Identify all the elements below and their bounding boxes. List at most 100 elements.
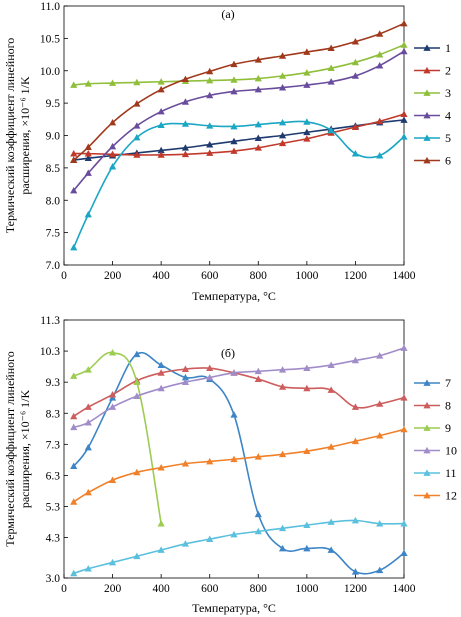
- legend-label: 11: [445, 466, 457, 480]
- series-10-point: [206, 373, 214, 381]
- series-1-point: [84, 154, 92, 162]
- series-8-point: [84, 403, 92, 410]
- series-7-point: [351, 568, 360, 575]
- series-12-point: [351, 437, 360, 445]
- series-4-point: [351, 72, 360, 79]
- series-3-point: [303, 69, 311, 76]
- legend-item-4: 4: [414, 109, 451, 123]
- series-7-point: [84, 443, 92, 451]
- legend-swatch-marker: [423, 379, 431, 386]
- series-3-point: [108, 79, 117, 86]
- panel-b-y-ticks: 3.0 4.3 5.3 6.3 7.3 8.3 9.3 10.3 11.3: [40, 315, 68, 585]
- series-4-point: [278, 83, 287, 91]
- series-3-point: [133, 78, 141, 86]
- series-11-point: [400, 520, 408, 527]
- series-6-point: [400, 19, 408, 27]
- legend-item-1: 1: [414, 41, 451, 55]
- legend-swatch-marker: [423, 156, 431, 164]
- panel-b-x-tick-label: 600: [201, 583, 219, 595]
- panel-a-x-axis-label: Температура, °C: [192, 289, 276, 303]
- panel-a-y-tick-label: 10.0: [40, 66, 60, 78]
- legend-label: 1: [445, 41, 451, 55]
- series-4-point: [133, 122, 141, 129]
- panel-a-series-6: [70, 19, 408, 163]
- series-12-point: [230, 455, 238, 463]
- panel-b-x-ticks: 0 200 400 600 800 1000 1200 1400: [61, 574, 416, 595]
- series-12-point: [327, 443, 335, 450]
- legend-swatch-marker: [423, 469, 431, 476]
- series-12-point: [108, 476, 117, 483]
- series-5-point: [327, 126, 335, 134]
- legend-item-5: 5: [414, 131, 451, 145]
- series-4-point: [400, 47, 408, 55]
- series-2-point: [181, 150, 190, 158]
- series-3-point: [327, 64, 335, 72]
- series-1-point: [400, 116, 408, 123]
- series-1-point: [278, 131, 287, 139]
- series-1-point: [206, 140, 214, 148]
- panel-b-y-tick-label: 10.3: [40, 346, 60, 358]
- series-6-point: [278, 52, 287, 59]
- legend-swatch-marker: [423, 134, 431, 141]
- series-7-line: [73, 352, 405, 575]
- series-1-point: [254, 134, 262, 141]
- series-9-line: [73, 351, 162, 524]
- series-8-point: [327, 386, 335, 393]
- series-8-point: [70, 412, 78, 420]
- series-5-point: [303, 118, 311, 125]
- panel-a-series-4: [70, 47, 408, 194]
- series-12-point: [84, 488, 92, 496]
- legend-item-7: 7: [414, 376, 451, 390]
- series-7-point: [133, 350, 141, 358]
- panel-b-y-tick-label: 7.3: [46, 439, 61, 451]
- panel-b-y-axis-label-line1: Термический коэффициент линейного: [3, 351, 17, 547]
- series-2-point: [206, 149, 214, 156]
- series-5-point: [133, 133, 141, 141]
- series-7-point: [400, 549, 408, 557]
- series-2-point: [230, 147, 238, 154]
- panel-b-y-tick-label: 11.3: [40, 315, 60, 327]
- series-4-point: [108, 142, 117, 150]
- panel-b-plot-frame: [63, 319, 405, 579]
- panel-b: (б) Температура, °C Термический коэффици…: [3, 315, 457, 615]
- panel-a-y-axis-label-line2: расширения, ×10⁻⁶ 1/K: [18, 76, 32, 195]
- series-5-point: [376, 151, 384, 159]
- series-3-point: [400, 41, 408, 48]
- panel-a-y-axis-label-line1: Термический коэффициент линейного: [3, 38, 17, 234]
- series-10-point: [278, 366, 287, 373]
- legend-swatch-marker: [423, 446, 431, 454]
- panel-b-x-tick-label: 200: [104, 583, 122, 595]
- legend-swatch-marker: [423, 89, 431, 96]
- legend-label: 9: [445, 421, 451, 435]
- series-5-point: [230, 122, 238, 130]
- series-12-point: [254, 453, 262, 460]
- panel-a-series: [70, 19, 408, 251]
- series-5-point: [206, 122, 214, 129]
- series-7-point: [254, 510, 262, 518]
- legend-item-12: 12: [414, 489, 457, 503]
- series-11-point: [278, 524, 287, 532]
- series-10-point: [70, 423, 78, 431]
- legend-swatch-marker: [423, 401, 431, 409]
- panel-a: (а) Температура, °C Термический коэффици…: [3, 1, 451, 303]
- series-5-point: [84, 210, 92, 218]
- series-11-point: [376, 520, 384, 527]
- panel-b-x-tick-label: 0: [61, 583, 67, 595]
- series-3-point: [278, 72, 287, 79]
- series-6-point: [206, 67, 214, 75]
- panel-a-y-axis-label: Термический коэффициент линейного расшир…: [3, 38, 32, 234]
- panel-a-y-tick-label: 8.5: [46, 163, 61, 175]
- panel-b-series-7: [70, 350, 408, 575]
- panel-b-legend: 7 8 9 10 11 12: [414, 376, 457, 503]
- series-6-point: [181, 75, 190, 83]
- legend-item-9: 9: [414, 421, 451, 435]
- series-2-point: [108, 150, 117, 158]
- series-10-point: [157, 384, 165, 392]
- series-6-point: [351, 38, 360, 45]
- series-11-point: [351, 516, 360, 524]
- panel-a-x-tick-label: 1200: [344, 270, 367, 282]
- panel-a-x-tick-label: 200: [104, 270, 122, 282]
- panel-b-series-10: [70, 344, 408, 431]
- series-1-point: [230, 137, 238, 145]
- series-2-point: [400, 110, 408, 118]
